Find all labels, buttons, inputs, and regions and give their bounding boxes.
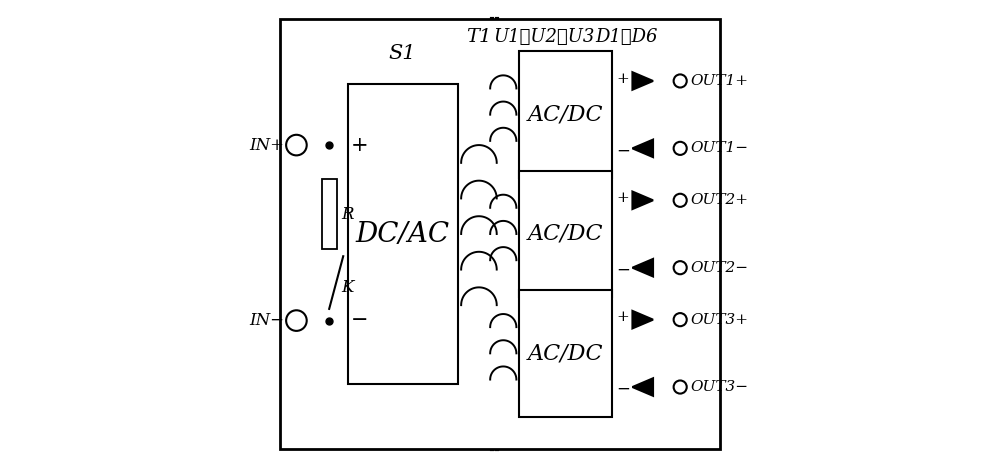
Polygon shape: [632, 378, 653, 396]
FancyBboxPatch shape: [348, 84, 458, 384]
Text: OUT2−: OUT2−: [690, 261, 748, 275]
Text: +: +: [616, 72, 629, 86]
Text: +: +: [616, 191, 629, 205]
FancyBboxPatch shape: [519, 51, 612, 178]
Text: −: −: [616, 381, 630, 398]
Text: DC/AC: DC/AC: [356, 220, 450, 248]
Text: OUT2+: OUT2+: [690, 193, 748, 207]
Polygon shape: [632, 191, 653, 209]
Text: −: −: [616, 142, 630, 159]
Text: IN−: IN−: [249, 312, 284, 329]
Text: AC/DC: AC/DC: [528, 103, 603, 126]
Polygon shape: [632, 259, 653, 277]
FancyBboxPatch shape: [280, 19, 720, 449]
FancyBboxPatch shape: [519, 290, 612, 417]
Text: OUT1−: OUT1−: [690, 141, 748, 155]
Text: K: K: [341, 279, 354, 296]
Text: U1、U2、U3: U1、U2、U3: [494, 29, 595, 46]
Text: AC/DC: AC/DC: [528, 223, 603, 245]
Polygon shape: [632, 311, 653, 329]
Polygon shape: [632, 139, 653, 157]
Text: IN+: IN+: [249, 137, 284, 154]
Text: OUT3−: OUT3−: [690, 380, 748, 394]
Text: OUT1+: OUT1+: [690, 74, 748, 88]
Text: R: R: [341, 205, 354, 223]
Text: D1～D6: D1～D6: [595, 29, 658, 46]
FancyBboxPatch shape: [322, 179, 337, 249]
Text: +: +: [351, 136, 368, 154]
Text: T1: T1: [466, 29, 492, 46]
Text: S1: S1: [388, 44, 415, 63]
Text: −: −: [616, 262, 630, 278]
Text: AC/DC: AC/DC: [528, 342, 603, 365]
Text: OUT3+: OUT3+: [690, 313, 748, 327]
Text: −: −: [351, 311, 368, 330]
Text: +: +: [616, 310, 629, 324]
FancyBboxPatch shape: [519, 171, 612, 297]
Polygon shape: [632, 72, 653, 90]
